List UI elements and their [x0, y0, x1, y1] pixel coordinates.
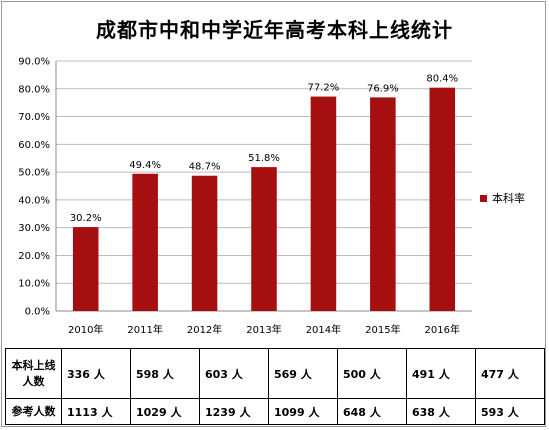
plot-area: 0.0% 10.0% 20.0% 30.0% 40.0% 50.0% 60.0% 70.0% 8…	[18, 57, 472, 336]
x-tick-label: 2010年	[68, 323, 103, 336]
y-tick-label: 40.0%	[18, 195, 50, 206]
data-label: 49.4%	[129, 160, 161, 171]
data-label: 30.2%	[70, 213, 102, 224]
y-tick-label: 10.0%	[18, 279, 50, 290]
data-label: 80.4%	[426, 74, 458, 85]
table-cell: 598 人	[130, 347, 200, 400]
x-tick-label: 2015年	[365, 323, 400, 336]
table-cell: 336 人	[61, 347, 131, 400]
data-table-body: 本科上线人数 336 人 598 人 603 人 569 人 500 人 491 人 477 …	[5, 347, 545, 425]
bar	[251, 167, 277, 311]
bar	[132, 173, 158, 311]
bar	[310, 96, 337, 311]
y-tick-label: 0.0%	[25, 307, 50, 318]
bar	[72, 227, 99, 311]
x-tick-label: 2014年	[306, 323, 341, 336]
table-row-header: 参考人数	[5, 398, 62, 425]
x-tick-label: 2011年	[127, 323, 162, 336]
y-tick-label: 60.0%	[18, 140, 50, 151]
table-row-header: 本科上线人数	[5, 347, 62, 400]
y-tick-label: 50.0%	[18, 168, 50, 179]
table-cell: 638 人	[406, 398, 476, 425]
x-tick-label: 2013年	[246, 323, 281, 336]
chart-title: 成都市中和中学近年高考本科上线统计	[96, 18, 453, 42]
table-cell: 1029 人	[130, 398, 200, 425]
bar	[429, 87, 456, 312]
x-tick-label: 2016年	[425, 323, 460, 336]
y-tick-label: 70.0%	[18, 112, 50, 123]
bar	[191, 175, 218, 311]
y-tick-label: 80.0%	[18, 84, 50, 95]
legend-label: 本科率	[492, 192, 525, 205]
data-label: 48.7%	[189, 162, 221, 173]
table-cell: 1099 人	[268, 398, 338, 425]
data-table: 本科上线人数 336 人 598 人 603 人 569 人 500 人 491 人 477 …	[5, 347, 545, 425]
table-cell: 1239 人	[199, 398, 269, 425]
table-cell: 569 人	[268, 347, 338, 400]
table-row: 本科上线人数 336 人 598 人 603 人 569 人 500 人 491 人 477 …	[5, 347, 545, 400]
y-tick-label: 90.0%	[18, 57, 50, 68]
data-label: 51.8%	[248, 153, 280, 164]
table-row: 参考人数 1113 人 1029 人 1239 人 1099 人 648 人 638 人 59…	[5, 398, 545, 425]
table-cell: 491 人	[406, 347, 476, 400]
data-label: 76.9%	[367, 83, 399, 94]
x-tick-label: 2012年	[187, 323, 222, 336]
table-cell: 648 人	[337, 398, 407, 425]
y-tick-label: 30.0%	[18, 223, 50, 234]
table-cell: 1113 人	[61, 398, 131, 425]
legend: 本科率	[480, 190, 525, 206]
table-cell: 593 人	[475, 398, 545, 425]
y-tick-label: 20.0%	[18, 251, 50, 262]
bar	[370, 97, 396, 311]
table-cell: 500 人	[337, 347, 407, 400]
data-label: 77.2%	[308, 83, 340, 94]
table-cell: 477 人	[475, 347, 545, 400]
table-cell: 603 人	[199, 347, 269, 400]
legend-swatch	[480, 194, 487, 202]
